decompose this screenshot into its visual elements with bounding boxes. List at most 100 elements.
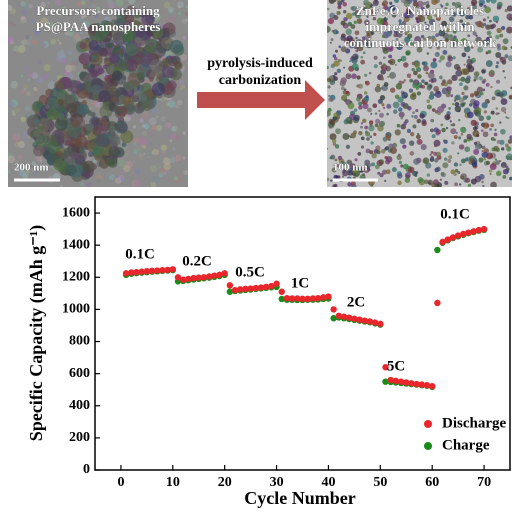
point (351, 315, 358, 322)
grain (27, 72, 33, 78)
grain (36, 76, 43, 84)
particle (123, 12, 135, 24)
grain (18, 45, 26, 53)
particle (370, 141, 374, 145)
particle (372, 17, 377, 21)
particle (476, 134, 480, 138)
particle (452, 29, 457, 34)
texture (327, 0, 512, 187)
particle (476, 20, 483, 28)
particle (365, 148, 371, 154)
particle (491, 23, 496, 29)
grain (147, 128, 155, 137)
particle (73, 153, 82, 161)
particle (146, 44, 155, 53)
particle (370, 112, 373, 115)
legend-label: Discharge (442, 415, 506, 431)
annotation: 2C (347, 294, 365, 310)
particle (347, 102, 355, 110)
point (423, 382, 431, 389)
particle (346, 159, 353, 166)
particle (349, 43, 355, 49)
particle (370, 183, 374, 187)
grain (174, 154, 182, 162)
point (392, 377, 400, 385)
particle (439, 178, 442, 181)
particle (490, 110, 495, 115)
particle (346, 35, 353, 42)
point (200, 274, 208, 281)
particle (355, 38, 363, 46)
particle (169, 39, 184, 54)
particle (380, 77, 385, 81)
particle (489, 19, 492, 23)
particle (400, 164, 404, 168)
particle (461, 91, 465, 96)
particle (426, 85, 432, 91)
grain (74, 9, 78, 13)
particle (424, 82, 427, 85)
particle (440, 82, 445, 87)
point (299, 295, 306, 303)
particle (67, 86, 73, 92)
y-tick-label: 200 (69, 430, 90, 445)
particle (434, 110, 439, 114)
grain (18, 141, 26, 148)
particle (506, 13, 512, 21)
particle (481, 145, 486, 150)
particle (449, 120, 452, 123)
particle (365, 41, 373, 49)
particle (475, 107, 482, 114)
grain (162, 97, 166, 101)
particle (509, 135, 512, 140)
particle (345, 12, 353, 20)
particle (492, 15, 500, 23)
particle (137, 93, 148, 103)
grain (167, 170, 171, 173)
particle (373, 132, 377, 137)
grain (115, 0, 124, 7)
point (211, 272, 218, 279)
particle (378, 120, 385, 127)
particle (445, 126, 449, 130)
particle (351, 39, 356, 44)
y-tick-label: 600 (69, 366, 90, 381)
point (221, 270, 228, 277)
grain (94, 13, 99, 19)
particle (488, 169, 493, 173)
particle (110, 145, 116, 151)
particle (416, 138, 423, 145)
particle (403, 79, 406, 82)
particle (364, 130, 369, 134)
particle (423, 179, 429, 185)
particle (331, 167, 337, 173)
particle (36, 125, 44, 133)
particle (354, 30, 360, 36)
particle (75, 135, 88, 149)
point (226, 282, 234, 289)
point (444, 236, 451, 243)
point (179, 276, 187, 283)
point (128, 269, 135, 276)
particle (447, 56, 453, 62)
particle (341, 175, 345, 178)
particle (476, 86, 483, 93)
point (169, 266, 177, 273)
point (335, 312, 343, 320)
particle (433, 127, 439, 133)
particle (330, 179, 333, 182)
particle (379, 172, 384, 178)
particle (430, 78, 434, 81)
particle (456, 66, 461, 71)
particle (496, 139, 501, 145)
particle (382, 63, 386, 66)
particle (402, 81, 405, 84)
particle (344, 88, 347, 91)
particle (466, 133, 472, 140)
grain (33, 86, 38, 91)
particle (434, 13, 438, 17)
particle (421, 85, 426, 89)
y-tick-label: 1200 (62, 270, 90, 285)
particle (120, 130, 134, 144)
particle (389, 147, 397, 155)
